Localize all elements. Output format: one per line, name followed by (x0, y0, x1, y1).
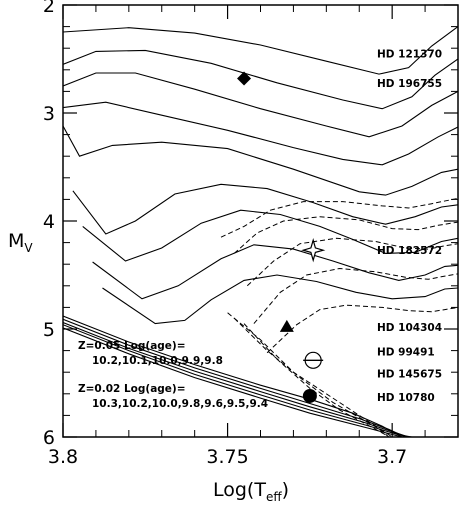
isochrone-dashed-5 (227, 312, 390, 437)
isochrone-dashed-6 (233, 317, 393, 437)
isochrone-solid-13 (63, 327, 403, 437)
star-label-3: HD 104304 (377, 322, 442, 334)
isochrone-solid-5 (72, 183, 458, 235)
axis-ticks: 3.8 3.75 3.7 2 3 4 5 6 (43, 0, 458, 468)
star-label-1: HD 196755 (377, 78, 442, 90)
isochrone-dashed-7 (243, 323, 386, 436)
y-tick-label-1: 3 (43, 103, 55, 125)
isochrone-solid-9 (63, 315, 403, 437)
x-tick-label-0: 3.8 (48, 446, 78, 468)
annotation-z002-line1: Z=0.02 Log(age)= (78, 383, 186, 395)
y-tick-label-3: 5 (43, 319, 55, 341)
isochrone-solid-1 (63, 49, 458, 110)
isochrone-dashed-1 (233, 216, 458, 254)
isochrone-lines (63, 26, 458, 437)
marker-diamond-1 (237, 71, 252, 86)
x-axis-title: Log(Teff) (213, 479, 289, 504)
y-tick-label-4: 6 (43, 427, 55, 449)
isochrone-solid-4 (63, 125, 458, 196)
isochrone-solid-0 (63, 26, 458, 75)
marker-star-open-2 (301, 238, 326, 263)
isochrone-solid-2 (63, 72, 458, 138)
x-tick-label-1: 3.75 (206, 446, 248, 468)
annotation-z002-line2: 10.3,10.2,10.0,9.8,9.6,9.5,9.4 (92, 398, 268, 410)
annotation-z005-line2: 10.2,10.1,10.0,9.9,9.8 (92, 355, 223, 367)
y-tick-label-2: 4 (43, 211, 55, 233)
isochrone-solid-10 (63, 318, 406, 437)
isochrone-solid-11 (63, 321, 409, 437)
isochrone-dashed-0 (220, 197, 458, 238)
star-markers (237, 71, 326, 403)
isochrone-solid-6 (82, 209, 458, 262)
isochrone-dashed-3 (253, 267, 458, 324)
y-tick-label-0: 2 (43, 0, 55, 17)
isochrone-solid-8 (102, 274, 458, 325)
isochrone-solid-3 (63, 101, 458, 166)
star-label-4: HD 99491 (377, 347, 435, 359)
isochrone-dashed-4 (266, 304, 458, 354)
star-label-5: HD 145675 (377, 368, 442, 380)
star-label-6: HD 10780 (377, 392, 435, 404)
annotation-z005-line1: Z=0.05 Log(age)= (78, 340, 186, 352)
marker-triangle-3 (279, 319, 294, 332)
isochrone-dashed-2 (246, 237, 458, 287)
y-axis-title: MV (8, 230, 33, 255)
marker-circle-filled-6 (302, 388, 317, 403)
isochrone-solid-12 (63, 324, 412, 437)
chart-text: MV Log(Teff) Z=0.05 Log(age)= 10.2,10.1,… (8, 49, 442, 504)
star-label-2: HD 182572 (377, 245, 442, 257)
star-label-0: HD 121370 (377, 49, 442, 61)
x-tick-label-2: 3.7 (377, 446, 407, 468)
